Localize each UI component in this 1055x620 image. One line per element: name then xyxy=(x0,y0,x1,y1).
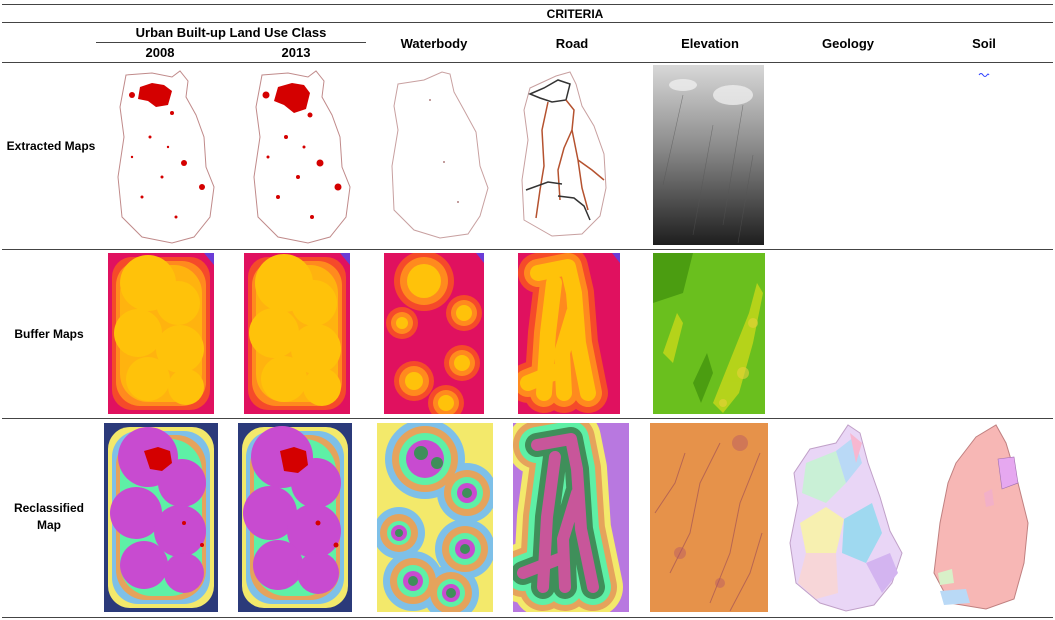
urban-group-header: Urban Built-up Land Use Class xyxy=(135,25,327,40)
buffer-elevation-map xyxy=(653,253,765,414)
row-label-extracted: Extracted Maps xyxy=(6,138,96,155)
soil-header: Soil xyxy=(972,36,996,51)
waterbody-header: Waterbody xyxy=(400,36,468,51)
row-label-buffer-text: Buffer Maps xyxy=(14,327,84,341)
row-label-buffer: Buffer Maps xyxy=(4,326,94,343)
year-2008-header: 2008 xyxy=(145,45,175,60)
row1-rule xyxy=(2,249,1053,250)
soil-mini-mark xyxy=(978,72,990,78)
row-label-reclassified-text: Reclassified Map xyxy=(13,501,85,532)
bottom-rule xyxy=(2,617,1053,618)
buffer-road-map xyxy=(518,253,620,414)
extracted-road-map xyxy=(518,70,618,242)
buffer-waterbody-map xyxy=(384,253,484,414)
extracted-urban-2008-map xyxy=(112,67,217,245)
road-header: Road xyxy=(555,36,589,51)
extracted-elevation-map xyxy=(653,65,764,245)
buffer-urban-2013-map xyxy=(244,253,350,414)
row-label-reclassified: Reclassified Map xyxy=(4,500,94,534)
reclassified-elevation-map xyxy=(650,423,768,612)
reclassified-urban-2008-map xyxy=(104,423,218,612)
geology-header: Geology xyxy=(821,36,874,51)
extracted-waterbody-map xyxy=(384,70,494,242)
reclassified-geology-map xyxy=(786,423,904,612)
row2-rule xyxy=(2,418,1053,419)
top-rule xyxy=(2,4,1053,5)
year-rule xyxy=(96,42,366,43)
buffer-urban-2008-map xyxy=(108,253,214,414)
reclassified-urban-2013-map xyxy=(238,423,352,612)
row-label-extracted-text: Extracted Maps xyxy=(6,139,96,153)
reclassified-waterbody-map xyxy=(377,423,493,612)
extracted-urban-2013-map xyxy=(248,67,353,245)
elevation-header: Elevation xyxy=(681,36,739,51)
header-bottom-rule xyxy=(2,62,1053,63)
criteria-title: CRITERIA xyxy=(546,7,604,21)
reclassified-soil-map xyxy=(926,423,1034,612)
year-2013-header: 2013 xyxy=(281,45,311,60)
reclassified-road-map xyxy=(513,423,629,612)
criteria-rule xyxy=(2,22,1053,23)
